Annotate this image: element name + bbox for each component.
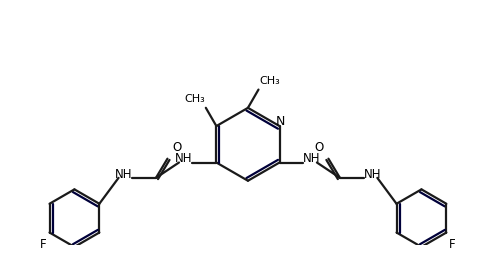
Text: NH: NH (175, 152, 192, 165)
Text: F: F (449, 238, 456, 251)
Text: CH₃: CH₃ (259, 76, 280, 86)
Text: N: N (276, 115, 285, 128)
Text: F: F (40, 238, 47, 251)
Text: NH: NH (303, 152, 321, 165)
Text: CH₃: CH₃ (184, 94, 205, 104)
Text: O: O (172, 141, 181, 154)
Text: O: O (315, 141, 323, 154)
Text: NH: NH (114, 168, 132, 181)
Text: NH: NH (364, 168, 381, 181)
